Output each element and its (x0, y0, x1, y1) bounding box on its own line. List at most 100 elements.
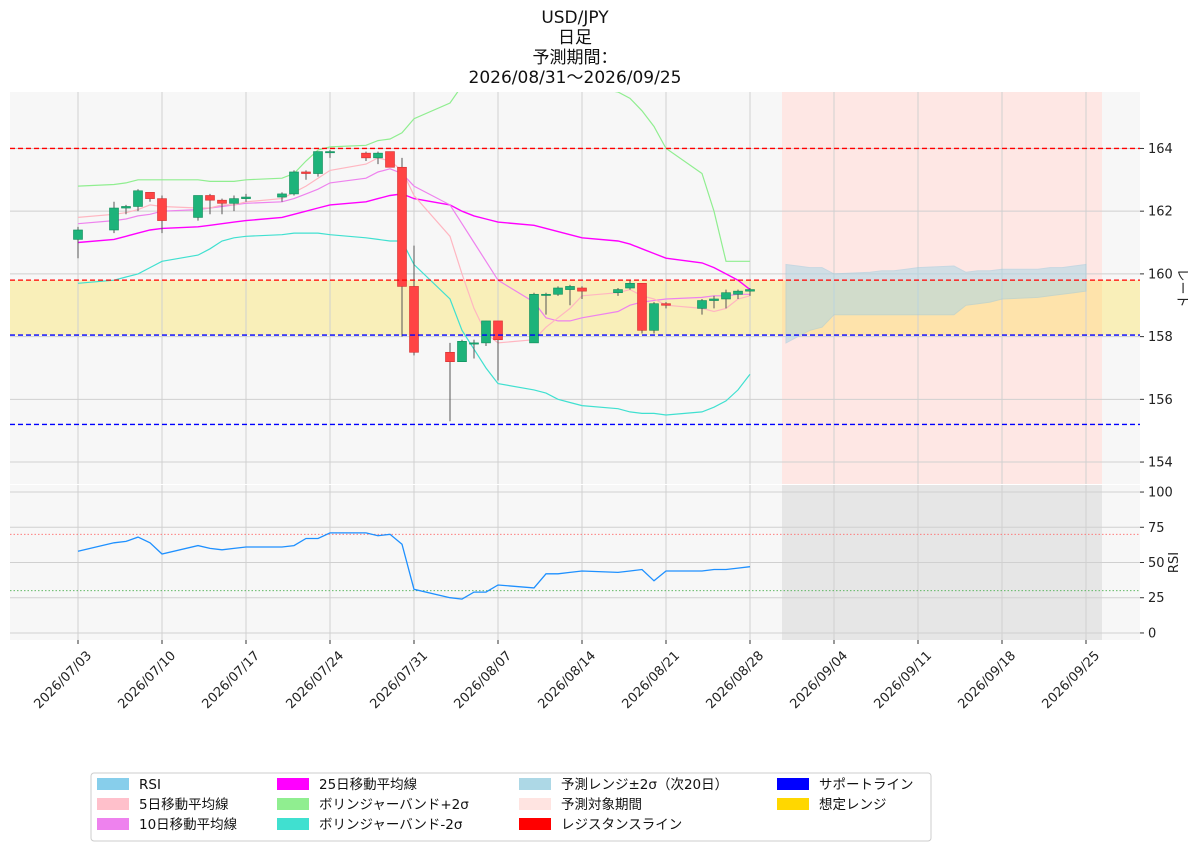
candle-body (709, 298, 719, 301)
legend-item: ボリンジャーバンド+2σ (277, 797, 469, 813)
date-tick-label: 2026/08/07 (451, 648, 515, 712)
candle-body (745, 289, 755, 292)
legend-swatch (277, 778, 309, 790)
price-panel: 154 156 158 160 162 164 レート (10, 92, 1189, 484)
legend-swatch (97, 818, 129, 830)
legend-item: 5日移動平均線 (97, 797, 229, 813)
candle-body (541, 293, 551, 296)
legend-item: 予測対象期間 (519, 797, 642, 813)
date-tick-label: 2026/09/18 (955, 648, 1019, 712)
legend-item: ボリンジャーバンド-2σ (277, 817, 463, 833)
candle-body (313, 151, 323, 174)
candle-body (649, 303, 659, 331)
candle-body (637, 282, 647, 331)
price-tick-label: 160 (1148, 267, 1173, 282)
title-line-4: 2026/08/31～2026/09/25 (469, 68, 682, 88)
date-tick-label: 2026/07/10 (115, 648, 179, 712)
date-axis: 2026/07/03 2026/07/10 2026/07/17 2026/07/24… (31, 640, 1103, 712)
candle-body (241, 196, 251, 199)
candle-body (229, 198, 239, 204)
candle-body (613, 289, 623, 294)
price-tick-label: 154 (1148, 456, 1173, 471)
date-tick-label: 2026/07/31 (367, 648, 431, 712)
candle-body (277, 193, 287, 198)
indicator-lines (73, 92, 755, 422)
candle-body (733, 290, 743, 295)
candle-body (205, 195, 215, 201)
candle-body (493, 320, 503, 341)
legend-swatch (277, 798, 309, 810)
rsi-axis-label: RSI (1167, 552, 1182, 573)
legend-label: 予測対象期間 (561, 797, 642, 813)
legend-item: レジスタンスライン (519, 817, 682, 833)
legend-swatch (777, 778, 809, 790)
title-line-2: 日足 (558, 28, 592, 48)
legend-label: ボリンジャーバンド+2σ (319, 797, 469, 813)
legend-label: RSI (139, 777, 161, 793)
candle-body (529, 293, 539, 344)
date-tick-label: 2026/07/03 (31, 648, 95, 712)
candle-body (445, 351, 455, 362)
price-axis-label: レート (1174, 268, 1189, 307)
bollinger-upper-line (77, 92, 750, 262)
legend-label: 5日移動平均線 (139, 797, 229, 813)
legend-swatch (777, 798, 809, 810)
rsi-panel: 0 25 50 75 100 RSI (10, 485, 1182, 641)
chart-title: USD/JPY 日足 予測期間： 2026/08/31～2026/09/25 (469, 8, 682, 88)
candle-body (481, 320, 491, 344)
rsi-line (77, 532, 751, 600)
rsi-tick-label: 75 (1148, 521, 1165, 536)
legend-label: ボリンジャーバンド-2σ (319, 817, 463, 833)
candle-body (721, 292, 731, 300)
candle-body (145, 192, 155, 199)
date-tick-label: 2026/07/24 (283, 648, 347, 712)
date-tick-label: 2026/08/14 (535, 648, 599, 712)
legend-swatch (519, 818, 551, 830)
forecast-range-band (785, 263, 1087, 344)
legend-swatch (519, 798, 551, 810)
price-tick-label: 164 (1148, 142, 1173, 157)
price-tick-label: 156 (1148, 393, 1173, 408)
rsi-tick-label: 25 (1148, 591, 1165, 606)
candle-body (193, 195, 203, 218)
legend-swatch (519, 778, 551, 790)
candle-body (157, 198, 167, 221)
legend-label: レジスタンスライン (561, 817, 682, 833)
candle-body (457, 341, 467, 362)
candle-body (361, 152, 371, 159)
date-tick-label: 2026/09/11 (871, 648, 935, 712)
legend-item: 想定レンジ (777, 797, 887, 813)
candle-body (661, 303, 671, 306)
legend-label: サポートライン (819, 777, 914, 793)
date-tick-label: 2026/08/28 (703, 648, 767, 712)
legend-label: 10日移動平均線 (139, 817, 238, 833)
title-line-3: 予測期間： (533, 48, 618, 68)
legend-item: 10日移動平均線 (97, 817, 238, 833)
candle-body (553, 287, 563, 295)
candle-body (409, 286, 419, 353)
candle-body (217, 199, 227, 204)
rsi-tick-label: 50 (1148, 556, 1165, 571)
candle-body (697, 300, 707, 309)
candle-body (577, 287, 587, 292)
price-tick-label: 162 (1148, 205, 1173, 220)
candle-body (469, 342, 479, 345)
legend-label: 25日移動平均線 (319, 777, 418, 793)
candle-body (397, 166, 407, 287)
legend-item: 25日移動平均線 (277, 777, 418, 793)
legend-label: 予測レンジ±2σ（次20日） (561, 777, 728, 793)
sma25-line (77, 193, 751, 291)
date-tick-label: 2026/08/21 (619, 648, 683, 712)
candle-body (565, 286, 575, 290)
legend-swatch (97, 798, 129, 810)
candle-body (289, 171, 299, 195)
date-tick-label: 2026/09/04 (787, 648, 851, 712)
legend-label: 想定レンジ (819, 797, 887, 813)
candle-body (73, 229, 83, 240)
legend-item: RSI (97, 777, 161, 793)
candle-body (625, 282, 635, 289)
candle-body (301, 171, 311, 174)
legend-swatch (277, 818, 309, 830)
